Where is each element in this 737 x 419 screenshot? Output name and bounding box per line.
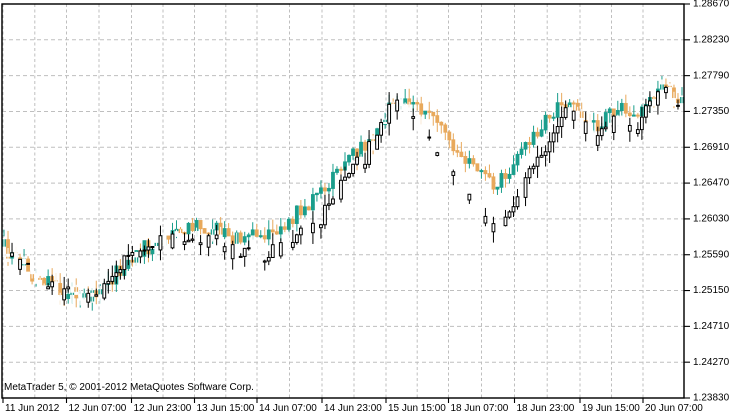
svg-text:1.26910: 1.26910	[693, 142, 730, 153]
svg-text:18 Jun 23:00: 18 Jun 23:00	[517, 403, 575, 414]
svg-text:20 Jun 07:00: 20 Jun 07:00	[645, 403, 703, 414]
svg-text:14 Jun 07:00: 14 Jun 07:00	[259, 403, 317, 414]
svg-text:1.28230: 1.28230	[693, 34, 730, 45]
svg-text:1.26030: 1.26030	[693, 214, 730, 225]
svg-text:15 Jun 15:00: 15 Jun 15:00	[388, 403, 446, 414]
svg-text:19 Jun 15:00: 19 Jun 15:00	[582, 403, 640, 414]
svg-text:13 Jun 15:00: 13 Jun 15:00	[197, 403, 255, 414]
svg-text:1.26470: 1.26470	[693, 178, 730, 189]
svg-text:11 Jun 2012: 11 Jun 2012	[5, 403, 60, 414]
svg-text:14 Jun 23:00: 14 Jun 23:00	[324, 403, 382, 414]
svg-text:1.25590: 1.25590	[693, 249, 730, 260]
svg-text:18 Jun 07:00: 18 Jun 07:00	[451, 403, 509, 414]
svg-text:12 Jun 23:00: 12 Jun 23:00	[134, 403, 192, 414]
svg-text:1.24270: 1.24270	[693, 357, 730, 368]
svg-text:1.24710: 1.24710	[693, 321, 730, 332]
svg-text:1.28670: 1.28670	[693, 0, 730, 10]
svg-text:12 Jun 07:00: 12 Jun 07:00	[69, 403, 127, 414]
svg-text:MetaTrader 5, © 2001-2012 Meta: MetaTrader 5, © 2001-2012 MetaQuotes Sof…	[4, 382, 254, 393]
svg-text:1.23830: 1.23830	[693, 393, 730, 404]
svg-text:1.27350: 1.27350	[693, 106, 730, 117]
svg-text:1.27790: 1.27790	[693, 70, 730, 81]
svg-text:1.25150: 1.25150	[693, 285, 730, 296]
